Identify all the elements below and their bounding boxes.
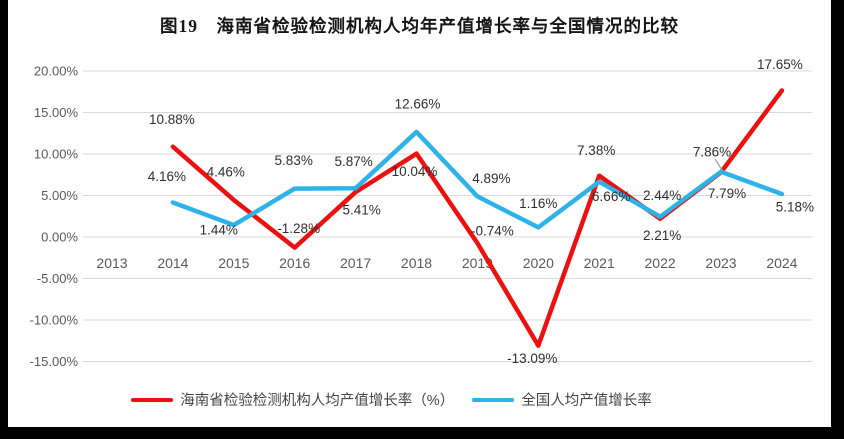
x-axis-tick: 2016 — [279, 255, 310, 271]
x-axis-tick: 2020 — [523, 255, 554, 271]
data-label: 1.16% — [519, 196, 557, 211]
y-axis-tick: 10.00% — [34, 147, 79, 162]
y-axis-tick: -5.00% — [37, 271, 79, 286]
data-label: 12.66% — [395, 96, 441, 111]
y-axis-tick: 0.00% — [41, 230, 78, 245]
line-chart: 20.00% 15.00% 10.00% 5.00% 0.00% -5.00% -10.00… — [30, 57, 814, 369]
label-leader-line — [714, 158, 723, 171]
legend-swatch-blue-line — [472, 397, 515, 402]
data-label: 17.65% — [757, 57, 803, 72]
legend-label-hainan: 海南省检验检测机构人均产值增长率（%） — [180, 393, 455, 409]
series-line-hainan — [170, 88, 785, 348]
data-label: 2.21% — [643, 228, 681, 243]
y-axis-tick: 15.00% — [34, 105, 79, 120]
legend-swatch-red-line — [131, 397, 174, 402]
legend-item-national: 全国人均产值增长率 — [472, 389, 652, 410]
chart-title: 图19 海南省检验检测机构人均年产值增长率与全国情况的比较 — [160, 16, 679, 36]
data-label: 5.87% — [334, 154, 372, 169]
series-line-national — [170, 129, 785, 230]
x-axis-tick: 2021 — [584, 255, 615, 271]
legend: 海南省检验检测机构人均产值增长率（%） 全国人均产值增长率 — [0, 389, 803, 410]
data-label: -1.28% — [277, 221, 320, 236]
data-label: 7.38% — [577, 143, 615, 158]
x-axis-tick: 2022 — [645, 255, 676, 271]
y-axis-tick: 20.00% — [34, 64, 79, 79]
x-axis-tick: 2018 — [401, 255, 432, 271]
data-label: -13.09% — [507, 351, 557, 366]
data-label: 5.18% — [776, 200, 814, 215]
y-axis-tick: -10.00% — [30, 313, 79, 328]
data-label: 4.46% — [207, 164, 245, 179]
x-axis-tick: 2023 — [705, 255, 736, 271]
data-label: 4.16% — [148, 169, 186, 184]
data-label: 6.66% — [592, 189, 630, 204]
x-axis-tick: 2013 — [96, 255, 127, 271]
data-label: 7.79% — [708, 186, 746, 201]
legend-item-hainan: 海南省检验检测机构人均产值增长率（%） — [131, 389, 454, 410]
data-label: -0.74% — [471, 224, 514, 239]
x-axis-tick: 2015 — [218, 255, 249, 271]
data-label: 7.86% — [693, 144, 731, 159]
x-axis-tick: 2017 — [340, 255, 371, 271]
legend-label-national: 全国人均产值增长率 — [521, 393, 652, 409]
data-label: 4.89% — [472, 171, 510, 186]
data-label: 10.04% — [392, 164, 438, 179]
chart-panel: 图19 海南省检验检测机构人均年产值增长率与全国情况的比较 20.00% 15.0… — [8, 0, 831, 427]
data-label: 5.83% — [275, 153, 313, 168]
y-axis-tick: -15.00% — [30, 354, 79, 369]
data-label: 5.41% — [342, 203, 380, 218]
data-label: 10.88% — [149, 112, 195, 127]
data-label: 1.44% — [200, 223, 238, 238]
data-label: 2.44% — [643, 188, 681, 203]
x-axis-tick: 2024 — [766, 255, 797, 271]
x-axis-tick: 2014 — [157, 255, 188, 271]
y-axis-tick: 5.00% — [41, 188, 78, 203]
